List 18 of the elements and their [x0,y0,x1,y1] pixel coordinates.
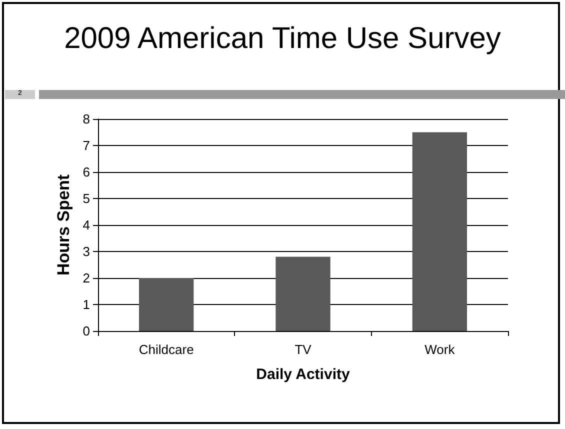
y-tick-label: 4 [82,218,90,232]
y-tick-label: 2 [82,270,90,286]
y-tick-label: 7 [82,138,90,153]
y-tick-label: 6 [82,164,90,180]
y-tick-label: 8 [82,112,90,126]
y-tick-label: 3 [82,244,90,259]
x-tick-label: TV [294,342,312,357]
y-tick-label: 0 [82,324,90,338]
bar [412,132,467,331]
x-tick-label: Childcare [138,342,194,357]
y-tick-label: 1 [82,297,90,312]
x-tick-label: Work [424,342,456,357]
y-axis-title: Hours Spent [54,174,73,276]
bar [276,256,330,331]
x-axis-title: Daily Activity [256,366,350,383]
y-tick-label: 5 [82,191,90,206]
bar [139,278,194,331]
chart-title: 2009 American Time Use Survey [63,22,502,56]
